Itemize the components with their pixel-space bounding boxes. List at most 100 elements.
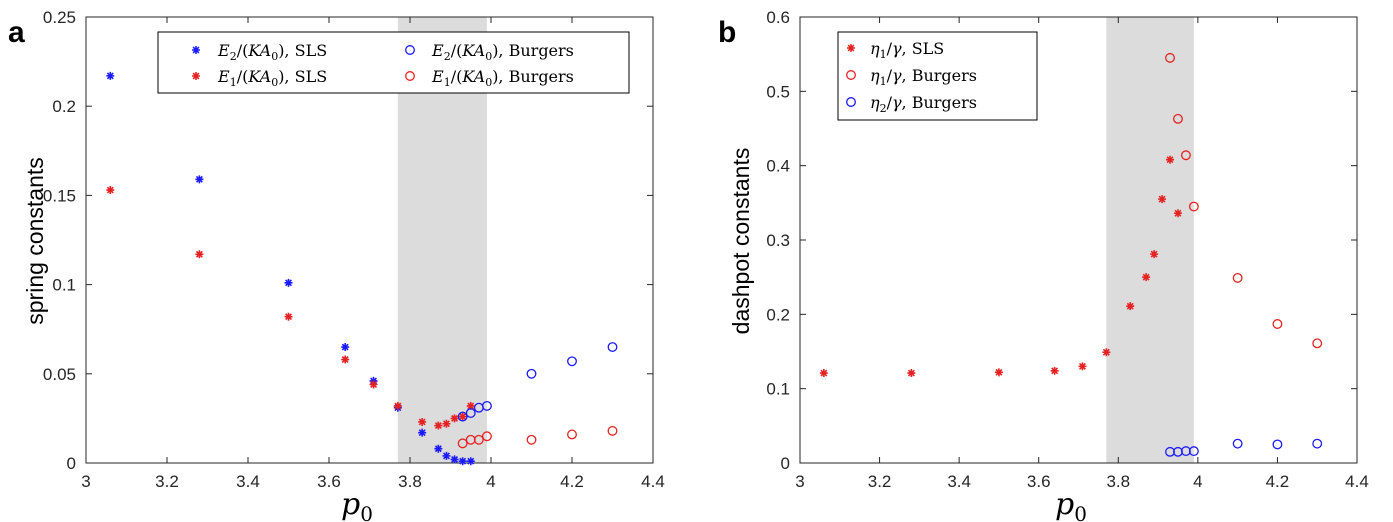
panel-a-x-tick-label: 4.4: [641, 472, 665, 491]
panel-b-data-point: [1312, 338, 1323, 349]
panel-a-y-tick-label: 0: [67, 454, 76, 473]
panel-b-x-tick-label: 3.2: [868, 472, 892, 491]
panel-b-y-tick-label: 0.4: [766, 157, 790, 176]
panel-b-data-point: [1126, 302, 1135, 311]
panel-b-y-tick-label: 0.2: [766, 305, 790, 324]
panel-b-x-tick-label: 3.6: [1027, 472, 1051, 491]
panel-a-data-point: [457, 411, 468, 422]
legend-a-entry-0: E2/(KA0), SLS: [217, 41, 327, 63]
panel-b-data-point: [1188, 201, 1199, 212]
panel-a-y-tick-label: 0.2: [52, 97, 76, 116]
panel-b-x-tick-label: 4.2: [1266, 472, 1290, 491]
legend-a-marker-2: [405, 45, 415, 55]
panel-a-data-point: [393, 401, 402, 410]
panel-b-data-point: [1173, 113, 1183, 124]
panel-b-legend-box: [837, 31, 1038, 121]
panel-b-x-tick-label: 4: [1193, 472, 1202, 491]
legend-a-marker-1: [192, 72, 200, 80]
panel-a-data-point: [442, 419, 451, 428]
panel-a-data-point: [465, 408, 476, 418]
panel-a-legend-markers: [192, 45, 415, 81]
panel-b-data-point: [1232, 438, 1243, 449]
panel-a-data-point: [106, 186, 115, 195]
legend-b-marker-2: [846, 97, 856, 107]
panel-b-y-tick-label: 0.5: [766, 82, 790, 101]
panel-a-data-point: [442, 451, 451, 460]
panel-b-series-2: [1165, 438, 1323, 457]
panel-b-data-point: [1050, 366, 1059, 375]
panel-b: b dashpot constants p0 3 3.2 3.4 3.6 3.8 4 4.2…: [718, 8, 1369, 522]
panel-a-data-point: [526, 434, 537, 445]
panel-b-y-tick-label: 0: [781, 454, 790, 473]
panel-b-letter: b: [718, 16, 736, 49]
panel-a-y-tick-label: 0.1: [52, 276, 76, 295]
legend-a-entry-3: E1/(KA0), Burgers: [431, 67, 574, 89]
panel-a-data-point: [466, 457, 475, 466]
panel-a-data-point: [106, 71, 115, 80]
panel-a-axes-box: [85, 16, 654, 464]
panel-a-x-tick-label: 4: [486, 472, 495, 491]
panel-a-data-point: [567, 429, 577, 440]
panel-a-legend-box: [157, 31, 630, 94]
legend-a-marker-0: [192, 46, 200, 54]
panel-b-data-point: [1078, 362, 1087, 371]
panel-a-y-tick-label: 0.05: [43, 365, 76, 384]
panel-a-data-point: [567, 356, 577, 367]
panel-a-data-point: [450, 414, 459, 423]
panel-a-y-tick-label: 0.25: [43, 8, 76, 27]
panel-b-x-tick-label: 3.8: [1106, 472, 1130, 491]
panel-a-data-point: [607, 342, 618, 352]
panel-b-data-point: [1180, 150, 1191, 161]
panel-a-data-point: [457, 438, 468, 449]
panel-a-data-point: [458, 412, 467, 421]
panel-a-data-point: [607, 425, 618, 436]
panel-b-data-point: [907, 369, 916, 378]
panel-a-x-tick-label: 3: [81, 472, 90, 491]
panel-b-data-point: [1102, 348, 1111, 357]
panel-a-data-point: [195, 250, 204, 259]
panel-b-data-point: [1312, 438, 1323, 449]
panel-b-series-1: [1165, 52, 1323, 349]
legend-b-entry-2: η2/γ, Burgers: [870, 93, 977, 115]
panel-b-data-point: [1272, 439, 1283, 450]
panel-a-data-point: [473, 434, 484, 445]
panel-b-data-point: [1165, 52, 1175, 63]
panel-a-x-tick-label: 3.2: [155, 472, 179, 491]
panel-a-x-tick-label: 3.6: [317, 472, 341, 491]
panel-a-data-point: [284, 278, 293, 287]
panel-b-y-tick-label: 0.1: [766, 380, 790, 399]
panel-a-x-axis-label: p0: [341, 487, 373, 522]
panel-b-y-tick-label: 0.3: [766, 231, 790, 250]
panel-b-data-point: [1150, 250, 1159, 259]
panel-b-data-point: [1272, 319, 1283, 329]
panel-b-y-axis-label: dashpot constants: [728, 148, 754, 335]
panel-a-data-point: [341, 355, 350, 364]
panel-a-data-point: [466, 401, 475, 410]
legend-b-marker-0: [847, 44, 855, 52]
legend-b-marker-1: [846, 70, 856, 80]
panel-b-plot-area: 3 3.2 3.4 3.6 3.8 4 4.2 4.4 0 0.1 0.2 0.3 0.4 0.5 0.6: [766, 8, 1368, 491]
panel-a-data-point: [434, 444, 443, 453]
panel-a-data-point: [526, 368, 537, 379]
panel-b-legend-markers: [846, 44, 856, 107]
panel-b-x-tick-label: 3.4: [947, 472, 971, 491]
panel-a-y-tick-label: 0.15: [43, 186, 76, 205]
panel-b-legend: η1/γ, SLS η1/γ, Burgers η2/γ, Burgers: [837, 31, 1038, 121]
panel-a-data-point: [341, 343, 350, 352]
panel-a: a spring constants p0 3 3.2 3.4 3.6 3.8 4 4.2 4…: [8, 8, 665, 522]
panel-b-shaded-region: [1106, 17, 1194, 463]
panel-a-data-point: [482, 400, 492, 411]
panel-a-data-point: [450, 455, 459, 464]
panel-a-data-point: [418, 428, 427, 437]
panel-a-data-point: [418, 417, 427, 426]
panel-b-data-point: [1173, 209, 1182, 218]
panel-a-data-point: [434, 421, 443, 430]
panel-b-x-axis-label: p0: [1055, 487, 1087, 522]
panel-b-y-tick-label: 0.6: [766, 8, 790, 27]
panel-a-series-1: [106, 186, 475, 430]
panel-b-data-point: [1142, 273, 1151, 282]
panel-a-series-2: [457, 342, 618, 422]
legend-a-entry-2: E2/(KA0), Burgers: [431, 41, 574, 63]
panel-b-data-point: [1158, 195, 1167, 204]
